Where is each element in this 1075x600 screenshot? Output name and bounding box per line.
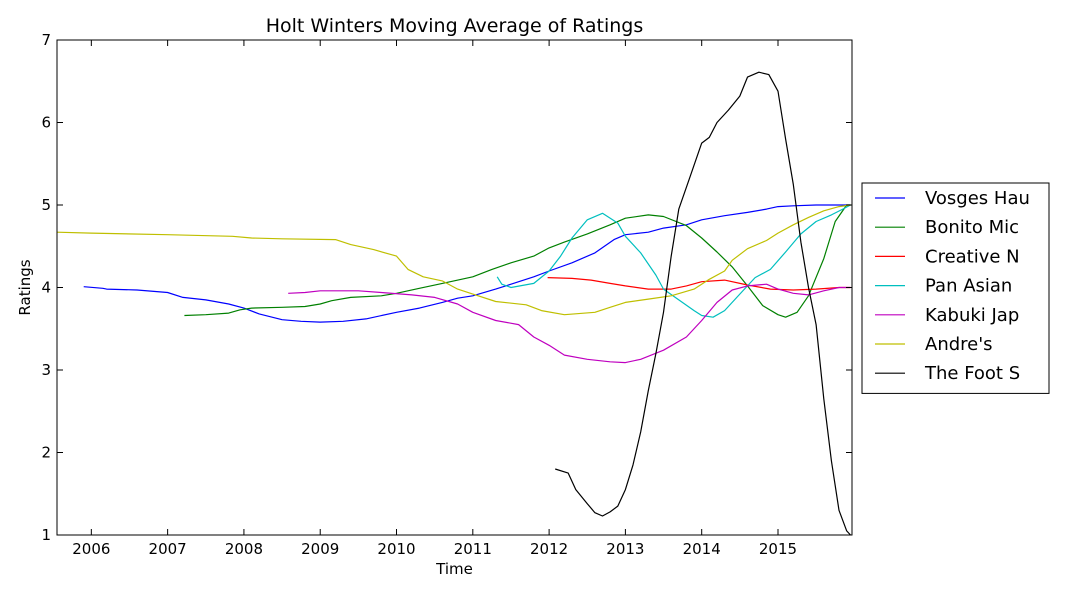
y-tick-label: 1 [41, 526, 51, 544]
x-tick-label: 2009 [301, 540, 339, 558]
x-tick-label: 2008 [225, 540, 263, 558]
x-tick-label: 2010 [377, 540, 415, 558]
x-tick-label: 2011 [454, 540, 492, 558]
y-tick-label: 6 [41, 114, 51, 132]
legend-label: Andre's [925, 334, 993, 355]
series-layer [56, 71, 851, 536]
legend-label: The Foot S [924, 363, 1020, 384]
series-line-0 [83, 204, 851, 323]
y-tick-label: 7 [41, 31, 51, 49]
y-tick-label: 3 [41, 361, 51, 379]
x-tick-label: 2015 [759, 540, 797, 558]
y-tick-label: 5 [41, 196, 51, 214]
x-tick-label: 2007 [149, 540, 187, 558]
legend-label: Kabuki Jap [925, 305, 1019, 326]
legend-label: Pan Asian [925, 276, 1012, 297]
legend: Vosges Hau Bonito Mic Creative N Pan Asian K… [861, 182, 1050, 394]
chart-title: Holt Winters Moving Average of Ratings [266, 15, 644, 37]
series-line-6 [555, 71, 851, 536]
series-line-4 [288, 283, 851, 364]
series-line-1 [184, 204, 851, 318]
legend-label: Vosges Hau [925, 188, 1030, 209]
x-tick-label: 2012 [530, 540, 568, 558]
y-tick-label: 2 [41, 444, 51, 462]
legend-box [861, 182, 1050, 394]
legend-label: Bonito Mic [925, 217, 1019, 238]
x-tick-label: 2013 [606, 540, 644, 558]
y-axis-title: Ratings [16, 259, 34, 315]
x-tick-label: 2014 [683, 540, 721, 558]
series-line-5 [56, 204, 851, 316]
x-axis: 2006 2007 2008 2009 2010 2011 2012 2013 2014 2015 [72, 40, 797, 558]
legend-label: Creative N [925, 246, 1020, 267]
y-axis: 1 2 3 4 5 6 7 [41, 31, 852, 544]
x-axis-title: Time [435, 560, 473, 578]
x-tick-label: 2006 [72, 540, 110, 558]
series-line-2 [547, 277, 851, 291]
series-line-3 [496, 204, 851, 318]
y-tick-label: 4 [41, 279, 51, 297]
